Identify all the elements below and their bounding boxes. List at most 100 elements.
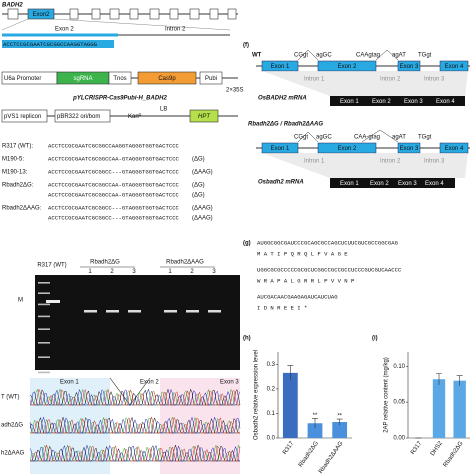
mrna-exon: Exon 3	[404, 99, 423, 105]
mrna-exon: Exon 1	[340, 99, 359, 105]
group-label: Rbadh2ΔG	[90, 260, 120, 266]
x-tick-label: Rbadh2ΔG	[443, 440, 465, 468]
significance: **	[313, 413, 318, 419]
construct-name: pYLCRISPR-Cas9Pubi-H_BADH2	[72, 96, 167, 102]
mrna-exon: Exon 2	[372, 99, 391, 105]
exon-box	[27, 8, 55, 20]
splice-site: TGgt	[418, 135, 432, 141]
wt-mrna-label: OsBADH2 mRNA	[258, 96, 307, 102]
row-label: R317 (WT):	[2, 144, 33, 150]
wt-band	[46, 300, 60, 303]
rna-line: AUCGACAACGAAGAGAUCAUCUAG	[257, 293, 338, 300]
ladder-band	[38, 356, 50, 358]
pbr-label: pBR322 ori/bom	[57, 114, 100, 120]
cas9-label: Cas9p	[158, 76, 176, 82]
trace	[30, 444, 241, 462]
exon-label: Exon 2	[140, 380, 159, 386]
splice-arc	[375, 49, 399, 61]
ladder-band	[38, 371, 50, 374]
splice-site: agAT	[392, 53, 406, 59]
sequence: ACCTCCGCGAATCGCGGCC---GTAGGGTGGTGACTCCC	[48, 168, 180, 175]
error-bar	[287, 365, 294, 381]
rna-line: UGGCGCGCCCCCGCGCUCGGCCGCCGCCUCCCGUCGUCAA…	[257, 266, 402, 273]
splice-site: TGgt	[418, 53, 432, 59]
sgrna-label: sgRNA	[73, 76, 92, 82]
trace	[29, 388, 241, 406]
error-bar	[312, 418, 318, 429]
x-tick-label: DHS2	[430, 440, 444, 457]
row-label: M190-13:	[2, 170, 28, 176]
aa-line: M A T I P Q R Q L F V A G E	[257, 250, 348, 257]
aa-line: W R A P A L G R R L P V V N P	[257, 277, 355, 284]
panel-label: (f)	[243, 43, 249, 49]
pvs1-label: pVS1 replicon	[4, 114, 41, 120]
error-bar	[436, 373, 442, 385]
trace	[29, 416, 241, 434]
mrna-exon: Exon 4	[436, 99, 455, 105]
row-label: M190-5:	[2, 157, 24, 163]
intron-label: Intron 2	[165, 27, 186, 33]
splice-site: agGC	[316, 135, 332, 141]
bar	[453, 380, 466, 438]
mrna	[330, 178, 455, 188]
lane-number: 1	[88, 269, 92, 275]
mut-mrna-label: Osbadh2 mRNA	[258, 180, 304, 186]
trace	[29, 444, 241, 462]
exon-label: Exon 4	[445, 64, 464, 70]
sequence: ACCTCCGCGAATCGCGGCCAA-GTAGGGTGGTGACTCCC	[48, 191, 180, 198]
mutant-label: Rbadh2ΔG / Rbadh2ΔAAG	[248, 122, 323, 128]
trace	[30, 416, 240, 434]
deletion-note: (ΔAAG)	[192, 216, 213, 222]
ladder-band	[38, 328, 50, 330]
y-axis-label: 2AP relative content (mg/kg)	[384, 357, 390, 433]
ladder-band	[38, 282, 50, 284]
lane-number: 2	[110, 269, 114, 275]
x-tick-label: R317	[410, 440, 424, 456]
gel-band	[84, 310, 97, 313]
splice-site: CGgt	[294, 53, 308, 59]
y-axis-label: Osbadh2 relative expression level	[254, 350, 260, 440]
gel-band	[208, 310, 221, 313]
error-bar	[456, 375, 463, 386]
mrna-exon: Exon 4	[425, 181, 444, 187]
ladder-band	[38, 303, 50, 306]
splice-arc	[361, 129, 399, 143]
pubi-box	[199, 71, 223, 85]
marker-label: M	[18, 298, 23, 304]
projection	[262, 71, 468, 96]
cas9-box	[137, 71, 197, 85]
track-label: T (WT)	[1, 395, 20, 401]
gel-image	[35, 275, 240, 370]
deletion-note: (ΔG)	[192, 183, 205, 189]
trace	[29, 388, 241, 406]
group-label: Rbadh2ΔAAG	[166, 260, 204, 266]
panel-label: (h)	[243, 336, 251, 342]
sequence: ACCTCCGCGAATCGCGGCCAA-GTAGGGTGGTGACTCCC	[48, 155, 180, 162]
x-tick-label: Rbadh2ΔG	[298, 440, 320, 468]
y-tick-label: 0.00	[393, 436, 405, 442]
exon-label: Exon 3	[400, 146, 419, 152]
ladder-band	[38, 342, 50, 344]
zoom-line	[1, 18, 29, 31]
gel-band	[106, 310, 119, 313]
splice-site: CAAgtag	[356, 53, 380, 59]
exon-label: Exon 4	[445, 146, 464, 152]
exon-label: Exon 1	[60, 380, 79, 386]
s35-label: 2×35S	[226, 88, 244, 94]
deletion-note: (ΔG)	[192, 157, 205, 163]
deletion-note: (ΔAAG)	[192, 170, 213, 176]
sequence: ACCTCCGCGAATCGCGGCC---GTAGGGTGGTGACTCCC	[48, 204, 180, 211]
zoom-line	[53, 18, 231, 31]
gel-band	[128, 310, 141, 313]
bar	[282, 372, 298, 438]
exon-label: Exon 1	[271, 146, 290, 152]
splice-site: agAT	[392, 135, 406, 141]
hpt-box	[189, 109, 219, 123]
exon-label: Exon 3	[220, 380, 239, 386]
deletion-note: (ΔAAG)	[192, 206, 213, 212]
bar	[307, 423, 323, 438]
target-seq: ACCTCCGCGAATCGCGGCCAAGGTAGGG	[3, 41, 98, 48]
pbr-box	[54, 109, 111, 123]
y-tick-label: 0.10	[393, 364, 405, 370]
